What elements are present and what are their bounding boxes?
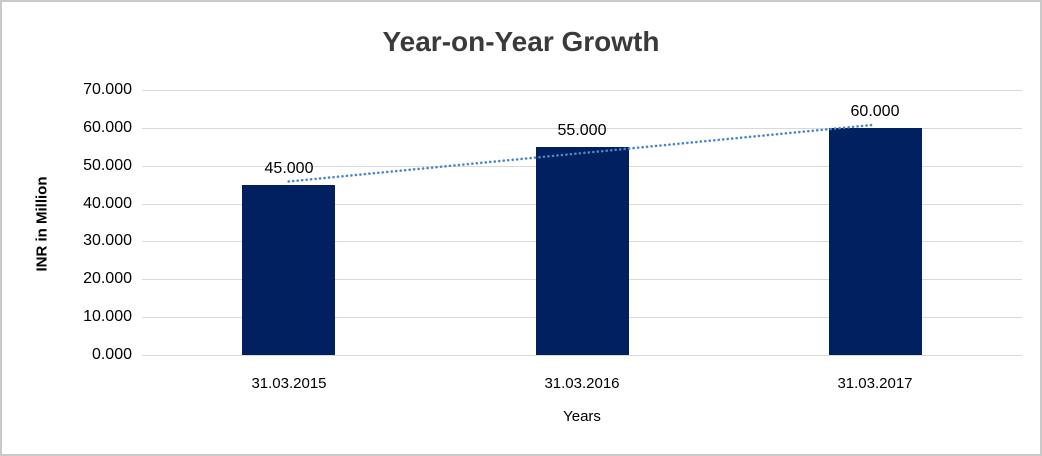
- x-tick-label: 31.03.2016: [544, 375, 620, 392]
- y-tick-label: 20.000: [83, 270, 132, 287]
- y-tick-label: 0.000: [91, 346, 132, 363]
- y-axis-title: INR in Million: [33, 176, 51, 272]
- x-axis-title: Years: [563, 408, 601, 425]
- chart-title: Year-on-Year Growth: [382, 26, 660, 57]
- bar-data-label: 55.000: [557, 122, 607, 139]
- x-tick-label: 31.03.2015: [251, 375, 327, 392]
- bar-31.03.2017: [829, 128, 922, 355]
- y-tick-label: 40.000: [83, 195, 132, 212]
- bar-31.03.2015: [242, 185, 335, 355]
- bar-data-label: 45.000: [264, 160, 314, 177]
- x-tick-label: 31.03.2017: [837, 375, 913, 392]
- y-tick-label: 10.000: [83, 308, 132, 325]
- gridline: [142, 355, 1022, 356]
- y-tick-label: 60.000: [83, 119, 132, 136]
- bar-31.03.2016: [536, 147, 629, 355]
- gridline: [142, 90, 1022, 91]
- y-tick-label: 50.000: [83, 157, 132, 174]
- y-tick-label: 30.000: [83, 232, 132, 249]
- y-tick-label: 70.000: [83, 81, 132, 98]
- bar-data-label: 60.000: [850, 103, 900, 120]
